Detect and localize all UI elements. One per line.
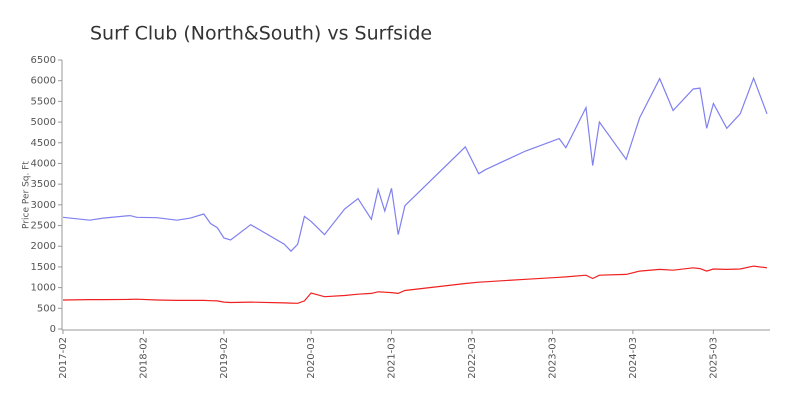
y-tick-label: 6500 [31,55,56,66]
y-tick-label: 4500 [31,138,56,149]
y-tick-label: 5500 [31,96,56,107]
y-tick-label: 5000 [31,117,56,128]
x-tick-label: 2017-02 [58,337,69,379]
x-tick-label: 2025-03 [708,337,719,379]
y-tick-label: 3500 [31,179,56,190]
y-tick-label: 3000 [31,200,56,211]
x-tick-label: 2019-02 [219,337,230,379]
y-tick-label: 6000 [31,76,56,87]
y-tick-label: 2000 [31,241,56,252]
x-tick-label: 2021-03 [387,337,398,379]
series-line [62,76,768,253]
chart-title: Surf Club (North&South) vs Surfside [90,23,432,45]
x-tick-label: 2018-02 [138,337,149,379]
y-tick-label: 0 [50,324,56,335]
y-tick-label: 500 [37,303,56,314]
y-tick-label: 1500 [31,262,56,273]
x-tick-label: 2024-03 [628,337,639,379]
y-tick-label: 4000 [31,158,56,169]
x-tick-label: 2023-03 [547,337,558,379]
series-line [62,265,768,304]
y-tick-label: 1000 [31,283,56,294]
x-tick-label: 2020-03 [306,337,317,379]
y-tick-label: 2500 [31,221,56,232]
y-axis-label: Price Per Sq. Ft [22,161,32,229]
x-tick-label: 2022-03 [467,337,478,379]
